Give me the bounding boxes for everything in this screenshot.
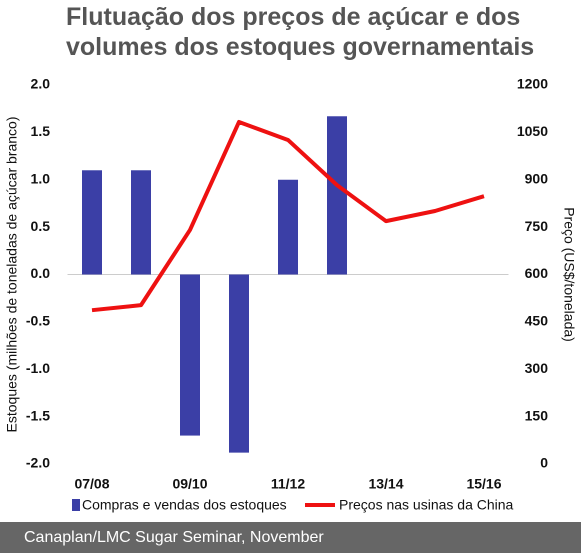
bar <box>327 116 347 275</box>
y-tick-label: -2.0 <box>26 455 50 471</box>
y-tick-label: 1.5 <box>31 123 51 139</box>
y2-axis-label: Preço (US$/tonelada) <box>561 207 577 342</box>
y-tick-label: 0.5 <box>31 218 51 234</box>
x-tick-label: 15/16 <box>466 476 501 492</box>
y2-tick-label: 1200 <box>517 76 548 92</box>
line <box>91 119 485 313</box>
y2-tick-label: 1050 <box>517 123 548 139</box>
bar <box>82 170 102 275</box>
bar <box>229 274 249 453</box>
x-tick-label: 13/14 <box>368 476 403 492</box>
y2-tick-label: 750 <box>525 218 549 234</box>
y-tick-label: 2.0 <box>31 76 51 92</box>
x-tick-label: 11/12 <box>271 476 305 492</box>
y-tick-label: 0.0 <box>31 265 51 281</box>
y-tick-label: 1.0 <box>31 170 51 186</box>
source-note: Canaplan/LMC Sugar Seminar, November <box>0 522 581 553</box>
y2-tick-label: 0 <box>540 455 548 471</box>
y2-tick-label: 900 <box>525 170 549 186</box>
chart: 2.0 1.5 1.0 0.5 0.0 -0.5 -1.0 -1.5 -2.0 0 150 300 45… <box>4 76 578 513</box>
y-tick-label: -0.5 <box>26 313 50 329</box>
bar <box>131 170 151 275</box>
y2-tick-label: 600 <box>525 265 549 281</box>
x-tick-label: 09/10 <box>172 476 207 492</box>
y-tick-label: -1.5 <box>26 407 50 423</box>
y2-tick-label: 150 <box>525 407 549 423</box>
y-tick-label: -1.0 <box>26 360 50 376</box>
y2-tick-label: 300 <box>525 360 549 376</box>
x-tick-label: 07/08 <box>74 476 109 492</box>
legend-label: Preços nas usinas da China <box>339 497 514 513</box>
y2-tick-label: 450 <box>525 313 549 329</box>
y-axis-label: Estoques (milhões de toneladas de açúcar… <box>4 117 20 433</box>
bar <box>180 274 200 436</box>
legend-swatch <box>72 499 80 511</box>
legend-label: Compras e vendas dos estoques <box>82 497 287 513</box>
bar <box>278 179 298 275</box>
chart-title: Flutuação dos preços de açúcar e dos vol… <box>66 3 535 61</box>
